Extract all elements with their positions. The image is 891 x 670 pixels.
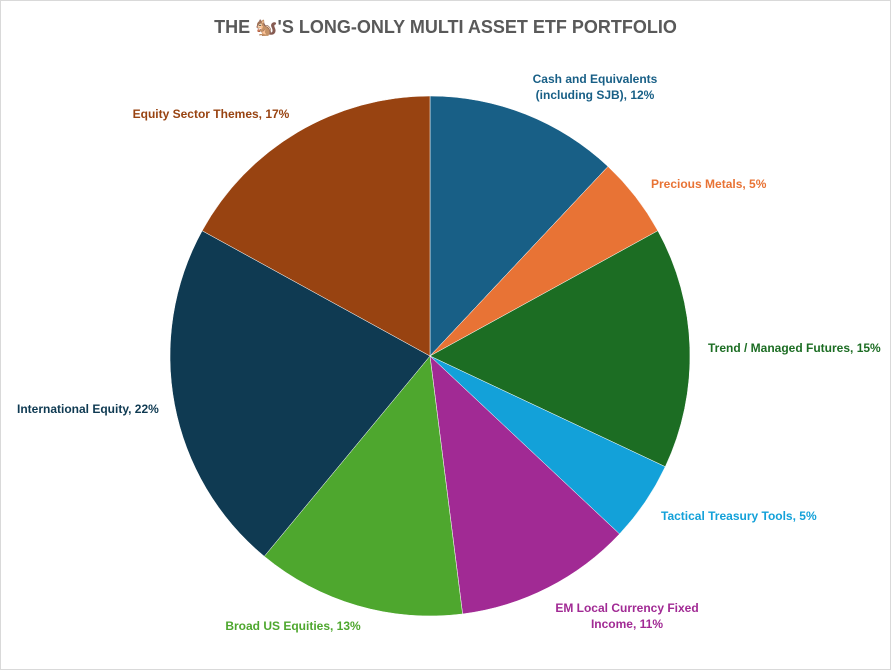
pie-slice-trend-managed-futures bbox=[429, 230, 691, 468]
pie-slice-equity-sector-themes bbox=[201, 95, 431, 357]
chart-title: THE 🐿️'S LONG-ONLY MULTI ASSET ETF PORTF… bbox=[214, 17, 677, 37]
data-label-tactical-treasury-tools: Tactical Treasury Tools, 5% bbox=[661, 509, 817, 523]
data-label-trend-managed-futures: Trend / Managed Futures, 15% bbox=[708, 341, 881, 355]
data-label-broad-us-equities: Broad US Equities, 13% bbox=[225, 619, 361, 633]
data-label-equity-sector-themes: Equity Sector Themes, 17% bbox=[133, 107, 290, 121]
pie-data-labels: Cash and Equivalents (including SJB), 12%… bbox=[17, 72, 881, 633]
pie-slice-broad-us-equities bbox=[263, 355, 463, 617]
data-label-cash-and-equivalents-including-sjb: Cash and Equivalents (including SJB), 12% bbox=[533, 72, 658, 102]
data-label-em-local-currency-fixed-income: EM Local Currency Fixed Income, 11% bbox=[555, 601, 698, 631]
pie-slice-cash-and-equivalents-including-sjb bbox=[429, 95, 609, 357]
pie-slice-international-equity bbox=[169, 230, 431, 557]
data-label-international-equity: International Equity, 22% bbox=[17, 402, 159, 416]
data-label-precious-metals: Precious Metals, 5% bbox=[651, 177, 767, 191]
pie-slices bbox=[169, 95, 691, 617]
pie-slice-em-local-currency-fixed-income bbox=[429, 355, 620, 615]
